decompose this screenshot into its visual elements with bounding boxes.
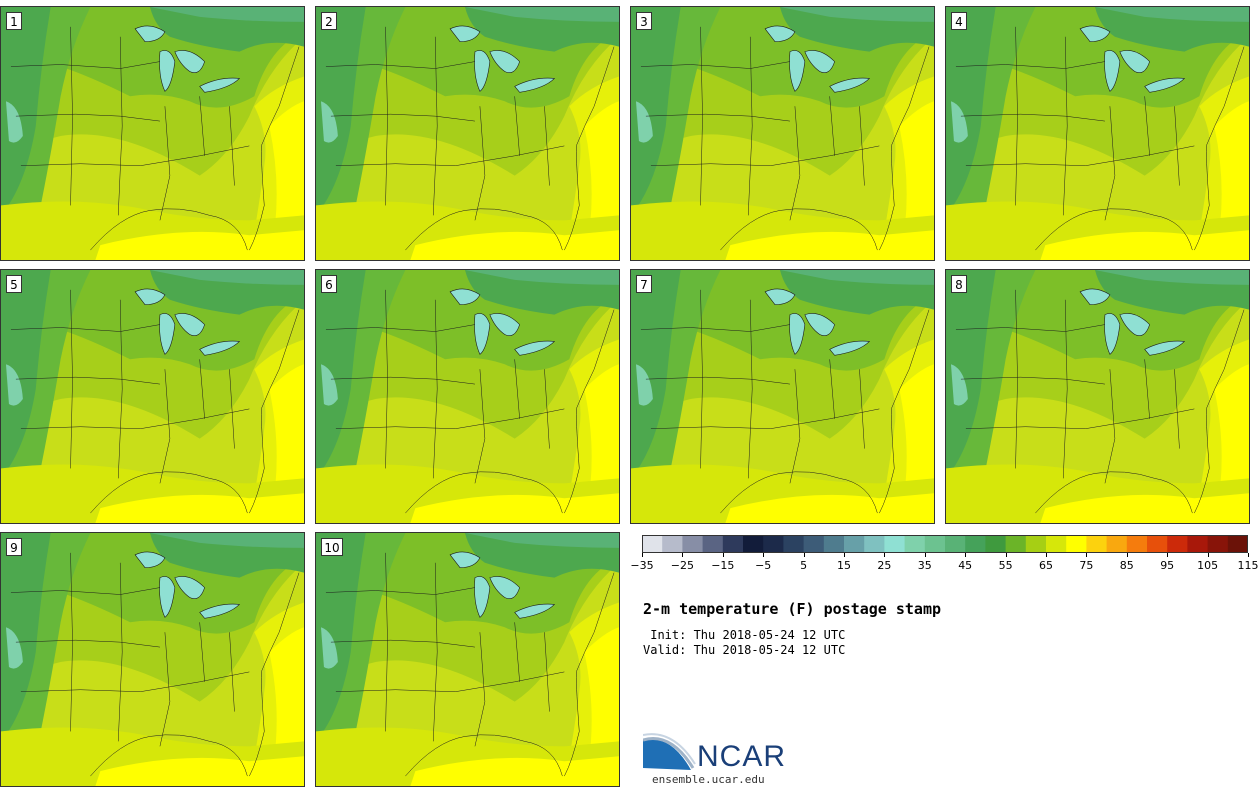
ensemble-member-map: 9: [0, 532, 305, 787]
colorbar-tick-label: 95: [1160, 559, 1175, 572]
ensemble-member-map: 1: [0, 6, 305, 261]
ensemble-member-map: 3: [630, 6, 935, 261]
colorbar-bin: [642, 535, 663, 553]
colorbar-bin: [662, 535, 683, 553]
colorbar-tick-mark: [642, 553, 643, 557]
colorbar-bin: [763, 535, 784, 553]
ensemble-member-map: 8: [945, 269, 1250, 524]
member-number-label: 8: [951, 275, 967, 293]
colorbar-border: [642, 535, 1248, 553]
colorbar-bin: [1025, 535, 1047, 553]
colorbar-bin: [1187, 535, 1209, 553]
colorbar-tick-mark: [1248, 553, 1249, 557]
colorbar-bin: [783, 535, 805, 553]
colorbar-tick-label: −35: [630, 559, 654, 572]
member-number-label: 3: [636, 12, 652, 30]
colorbar-tick-mark: [1046, 553, 1047, 557]
temperature-colorbar: [642, 535, 1248, 553]
colorbar-tick-mark: [803, 553, 805, 557]
colorbar-bin: [904, 535, 926, 553]
colorbar-tick-mark: [763, 553, 765, 557]
colorbar-tick-label: 75: [1079, 559, 1094, 572]
colorbar-bin: [743, 535, 764, 553]
ensemble-member-map: 10: [315, 532, 620, 787]
colorbar-tick-label: 35: [917, 559, 932, 572]
plot-title: 2-m temperature (F) postage stamp: [643, 600, 942, 618]
member-number-label: 1: [6, 12, 22, 30]
ensemble-member-map: 6: [315, 269, 620, 524]
colorbar-tick-label: 85: [1119, 559, 1134, 572]
colorbar-tick-mark: [965, 553, 967, 557]
colorbar-tick-mark: [722, 553, 724, 557]
colorbar-bin: [924, 535, 946, 553]
colorbar-tick-mark: [924, 553, 926, 557]
colorbar-bin: [985, 535, 1007, 553]
member-number-label: 7: [636, 275, 652, 293]
member-number-label: 9: [6, 538, 22, 556]
member-number-label: 10: [321, 538, 343, 556]
colorbar-tick-mark: [1005, 553, 1007, 557]
ncar-logo: [643, 733, 696, 770]
colorbar-bin: [682, 535, 704, 553]
colorbar-tick-mark: [682, 553, 684, 557]
colorbar-tick-mark: [884, 553, 886, 557]
ensemble-member-map: 2: [315, 6, 620, 261]
colorbar-tick-label: 115: [1237, 559, 1259, 572]
member-number-label: 4: [951, 12, 967, 30]
colorbar-bin: [1227, 535, 1248, 553]
ensemble-member-map: 7: [630, 269, 935, 524]
ensemble-member-map: 4: [945, 6, 1250, 261]
colorbar-bin: [1046, 535, 1067, 553]
colorbar-bin: [803, 535, 825, 553]
colorbar-tick-label: 45: [958, 559, 973, 572]
colorbar-bin: [1207, 535, 1229, 553]
colorbar-bin: [844, 535, 865, 553]
colorbar-tick-label: 105: [1197, 559, 1219, 572]
colorbar-tick-label: 5: [800, 559, 808, 572]
colorbar-tick-mark: [1086, 553, 1088, 557]
colorbar-bin: [1147, 535, 1168, 553]
colorbar-tick-label: −15: [711, 559, 735, 572]
colorbar-bin: [965, 535, 986, 553]
colorbar-tick-mark: [1167, 553, 1169, 557]
colorbar-tick-label: 25: [877, 559, 892, 572]
colorbar-tick-label: −5: [755, 559, 772, 572]
colorbar-bin: [884, 535, 906, 553]
member-number-label: 5: [6, 275, 22, 293]
colorbar-bin: [702, 535, 724, 553]
colorbar-tick-mark: [1126, 553, 1128, 557]
colorbar-bin: [722, 535, 744, 553]
colorbar-tick-mark: [1207, 553, 1209, 557]
colorbar-bin: [1106, 535, 1128, 553]
colorbar-tick-label: 15: [837, 559, 851, 572]
init-time: Init: Thu 2018-05-24 12 UTC: [643, 628, 846, 642]
colorbar-bin: [864, 535, 885, 553]
colorbar-bin: [823, 535, 845, 553]
member-number-label: 2: [321, 12, 337, 30]
colorbar-bin: [1086, 535, 1108, 553]
colorbar-bin: [1066, 535, 1087, 553]
ncar-logo-text: NCAR: [697, 740, 787, 773]
colorbar-tick-label: −25: [670, 559, 694, 572]
colorbar-bin: [1126, 535, 1148, 553]
colorbar-bin: [1005, 535, 1027, 553]
colorbar-bin: [1167, 535, 1188, 553]
colorbar-tick-label: 55: [998, 559, 1013, 572]
ensemble-member-map: 5: [0, 269, 305, 524]
site-url: ensemble.ucar.edu: [652, 773, 765, 786]
member-number-label: 6: [321, 275, 337, 293]
colorbar-bin: [945, 535, 966, 553]
colorbar-tick-label: 65: [1039, 559, 1053, 572]
colorbar-tick-mark: [844, 553, 845, 557]
valid-time: Valid: Thu 2018-05-24 12 UTC: [643, 643, 846, 657]
